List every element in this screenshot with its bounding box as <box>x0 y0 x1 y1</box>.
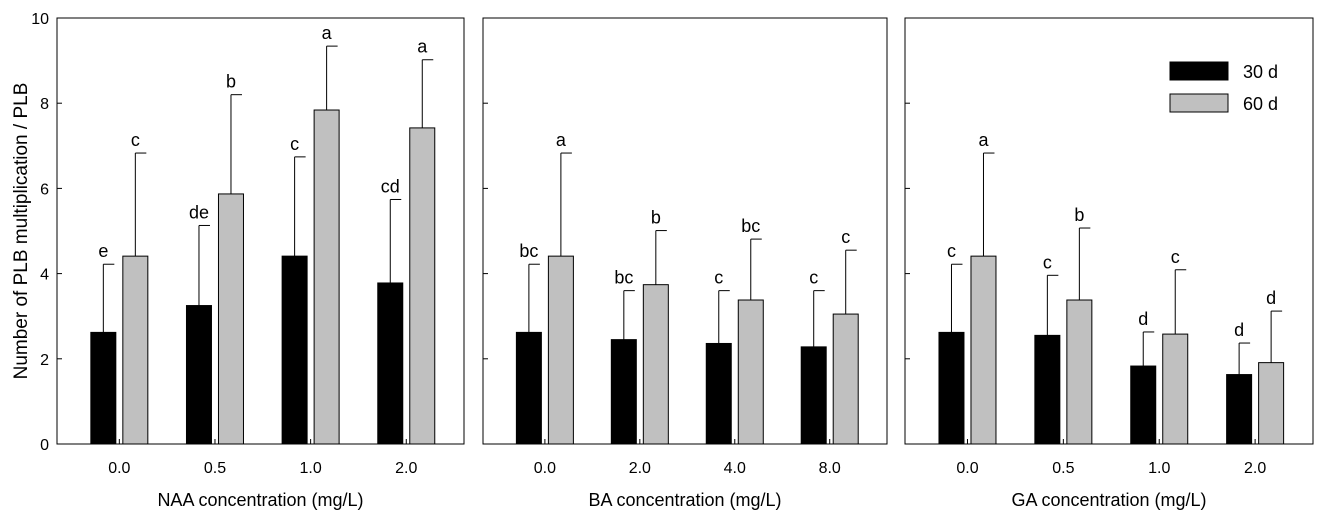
y-tick-label: 8 <box>40 96 49 113</box>
x-axis-label: BA concentration (mg/L) <box>588 490 781 510</box>
significance-letter: a <box>417 37 428 57</box>
y-axis-label: Number of PLB multiplication / PLB <box>11 83 32 380</box>
significance-letter: d <box>1266 288 1276 308</box>
x-tick-label: 0.0 <box>108 460 130 477</box>
bar-60d <box>970 255 997 445</box>
bar-30d <box>185 305 212 445</box>
legend-swatch-60d <box>1169 93 1229 113</box>
significance-letter: b <box>1074 205 1084 225</box>
x-axis-label: NAA concentration (mg/L) <box>157 490 363 510</box>
chart-panel-2: 0.0 bc a 2.0 bc b 4.0 c bc 8.0 c c BA concentration … <box>482 17 888 510</box>
y-tick-label: 4 <box>40 267 49 284</box>
significance-letter: c <box>947 241 956 261</box>
bar-60d <box>1162 333 1189 445</box>
significance-letter: bc <box>614 268 633 288</box>
bar-30d <box>705 342 732 445</box>
significance-letter: b <box>651 208 661 228</box>
significance-letter: d <box>1234 320 1244 340</box>
bar-60d <box>642 284 669 445</box>
plot-frame <box>56 17 465 445</box>
plot-frame <box>904 17 1314 445</box>
significance-letter: b <box>226 72 236 92</box>
x-tick-label: 0.0 <box>956 460 978 477</box>
bar-30d <box>800 346 827 445</box>
bar-30d <box>377 282 404 445</box>
significance-letter: a <box>322 23 333 43</box>
legend-label: 30 d <box>1243 62 1278 82</box>
bar-60d <box>1258 362 1285 445</box>
x-axis-label: GA concentration (mg/L) <box>1011 490 1206 510</box>
significance-letter: cd <box>381 176 400 196</box>
bar-30d <box>1034 334 1061 445</box>
legend-swatch-30d <box>1169 61 1229 81</box>
significance-letter: c <box>131 130 140 150</box>
significance-letter: c <box>1043 252 1052 272</box>
bar-60d <box>1066 299 1093 445</box>
significance-letter: e <box>98 241 108 261</box>
x-tick-label: 1.0 <box>299 460 321 477</box>
bar-60d <box>547 255 574 445</box>
significance-letter: d <box>1138 309 1148 329</box>
x-tick-label: 0.0 <box>534 460 556 477</box>
significance-letter: bc <box>519 241 538 261</box>
bar-30d <box>90 331 117 445</box>
x-tick-label: 0.5 <box>1052 460 1074 477</box>
significance-letter: c <box>714 268 723 288</box>
x-tick-label: 4.0 <box>724 460 746 477</box>
plot-frame <box>482 17 888 445</box>
x-tick-label: 2.0 <box>629 460 651 477</box>
chart-panel-1: 0 2 4 6 8 10 0.0 e c 0.5 de b 1.0 c a 2.0 cd a NAA concent… <box>31 11 465 510</box>
y-tick-label: 10 <box>31 11 49 28</box>
bar-60d <box>217 193 244 445</box>
x-tick-label: 1.0 <box>1148 460 1170 477</box>
x-tick-label: 2.0 <box>1244 460 1266 477</box>
chart-panel-3: 0.0 c a 0.5 c b 1.0 d c 2.0 d d GA concentration (mg… <box>904 17 1314 510</box>
legend: 30 d 60 d <box>1169 61 1278 114</box>
significance-letter: c <box>841 227 850 247</box>
significance-letter: a <box>978 130 989 150</box>
significance-letter: c <box>290 134 299 154</box>
bar-60d <box>832 313 859 445</box>
significance-letter: bc <box>741 216 760 236</box>
significance-letter: c <box>809 268 818 288</box>
y-tick-label: 2 <box>40 352 49 369</box>
bar-30d <box>610 339 637 445</box>
significance-letter: a <box>556 130 567 150</box>
bar-30d <box>515 331 542 445</box>
bar-30d <box>1130 365 1157 445</box>
x-tick-label: 0.5 <box>204 460 226 477</box>
significance-letter: de <box>189 202 209 222</box>
significance-letter: c <box>1171 247 1180 267</box>
x-tick-label: 2.0 <box>395 460 417 477</box>
bar-60d <box>313 109 340 445</box>
legend-label: 60 d <box>1243 94 1278 114</box>
y-tick-label: 0 <box>40 437 49 454</box>
bar-30d <box>1226 374 1253 445</box>
bar-60d <box>409 127 436 445</box>
y-tick-label: 6 <box>40 181 49 198</box>
bar-30d <box>938 331 965 445</box>
bar-30d <box>281 255 308 445</box>
x-tick-label: 8.0 <box>819 460 841 477</box>
bar-60d <box>737 299 764 445</box>
bar-60d <box>122 255 149 445</box>
